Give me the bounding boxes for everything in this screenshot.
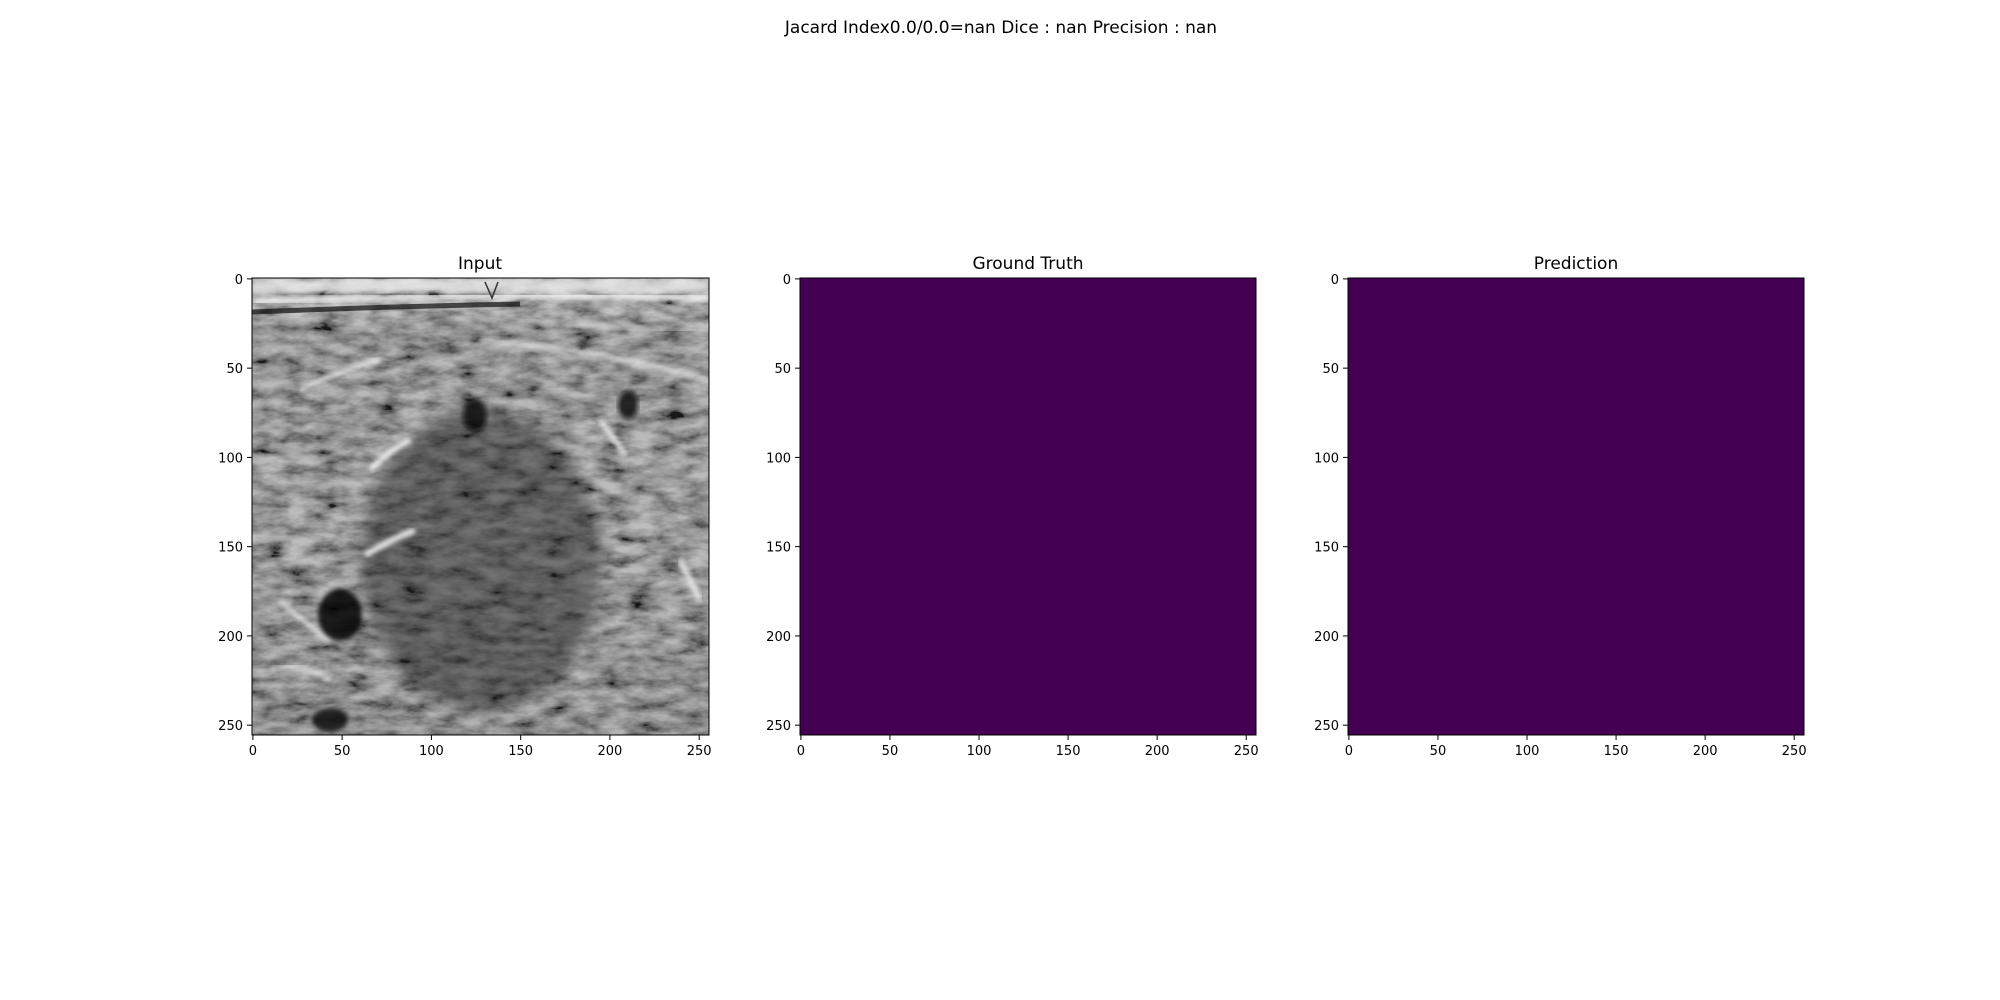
x-ticks-ground-truth: 0 50 100 150 200 250 xyxy=(797,735,1259,759)
y-ticks-prediction: 0 50 100 150 200 250 xyxy=(1314,273,1348,734)
y-tick-label: 150 xyxy=(1314,541,1339,556)
x-tick-label: 200 xyxy=(598,744,623,759)
panel-input: Input xyxy=(218,254,711,759)
x-tick-label: 150 xyxy=(1056,744,1081,759)
prediction-mask xyxy=(1348,278,1804,735)
x-tick-label: 50 xyxy=(1430,744,1447,759)
x-ticks-prediction: 0 50 100 150 200 250 xyxy=(1345,735,1807,759)
x-tick-label: 100 xyxy=(419,744,444,759)
x-tick-label: 50 xyxy=(334,744,351,759)
y-tick-label: 200 xyxy=(1314,630,1339,645)
y-tick-label: 200 xyxy=(218,630,243,645)
axes-frame-prediction xyxy=(1347,277,1805,736)
panel-title-ground-truth: Ground Truth xyxy=(972,254,1083,274)
x-tick-label: 250 xyxy=(1234,744,1259,759)
figure-suptitle: Jacard Index0.0/0.0=nan Dice : nan Preci… xyxy=(784,18,1217,38)
x-tick-label: 0 xyxy=(249,744,257,759)
x-tick-label: 250 xyxy=(687,744,712,759)
y-tick-label: 100 xyxy=(218,451,243,466)
y-tick-label: 250 xyxy=(1314,719,1339,734)
x-tick-label: 250 xyxy=(1782,744,1807,759)
x-tick-label: 100 xyxy=(967,744,992,759)
y-tick-label: 50 xyxy=(774,362,791,377)
x-tick-label: 0 xyxy=(797,744,805,759)
y-tick-label: 200 xyxy=(766,630,791,645)
axes-frame-ground-truth xyxy=(799,277,1257,736)
y-tick-label: 0 xyxy=(235,273,243,288)
panel-title-input: Input xyxy=(458,254,502,274)
x-tick-label: 200 xyxy=(1145,744,1170,759)
x-tick-label: 150 xyxy=(508,744,533,759)
x-tick-label: 100 xyxy=(1515,744,1540,759)
y-tick-label: 50 xyxy=(226,362,243,377)
x-ticks-input: 0 50 100 150 200 250 xyxy=(249,735,712,759)
axes-frame-input xyxy=(251,277,710,736)
x-tick-label: 50 xyxy=(882,744,899,759)
ground-truth-mask xyxy=(800,278,1256,735)
y-tick-label: 250 xyxy=(766,719,791,734)
y-tick-label: 0 xyxy=(783,273,791,288)
y-ticks-ground-truth: 0 50 100 150 200 250 xyxy=(766,273,800,734)
y-tick-label: 150 xyxy=(766,541,791,556)
x-tick-label: 150 xyxy=(1604,744,1629,759)
x-tick-label: 0 xyxy=(1345,744,1353,759)
y-tick-label: 250 xyxy=(218,719,243,734)
panel-title-prediction: Prediction xyxy=(1534,254,1618,274)
y-tick-label: 100 xyxy=(1314,451,1339,466)
x-tick-label: 200 xyxy=(1693,744,1718,759)
y-tick-label: 50 xyxy=(1322,362,1339,377)
y-ticks-input: 0 50 100 150 200 250 xyxy=(218,273,252,734)
input-image xyxy=(252,278,709,735)
panel-prediction: Prediction 0 50 100 150 200 250 0 50 100 150 200 2… xyxy=(1314,254,1806,759)
y-tick-label: 150 xyxy=(218,541,243,556)
y-tick-label: 0 xyxy=(1331,273,1339,288)
y-tick-label: 100 xyxy=(766,451,791,466)
panel-ground-truth: Ground Truth 0 50 100 150 200 250 0 50 100 150 20… xyxy=(766,254,1258,759)
